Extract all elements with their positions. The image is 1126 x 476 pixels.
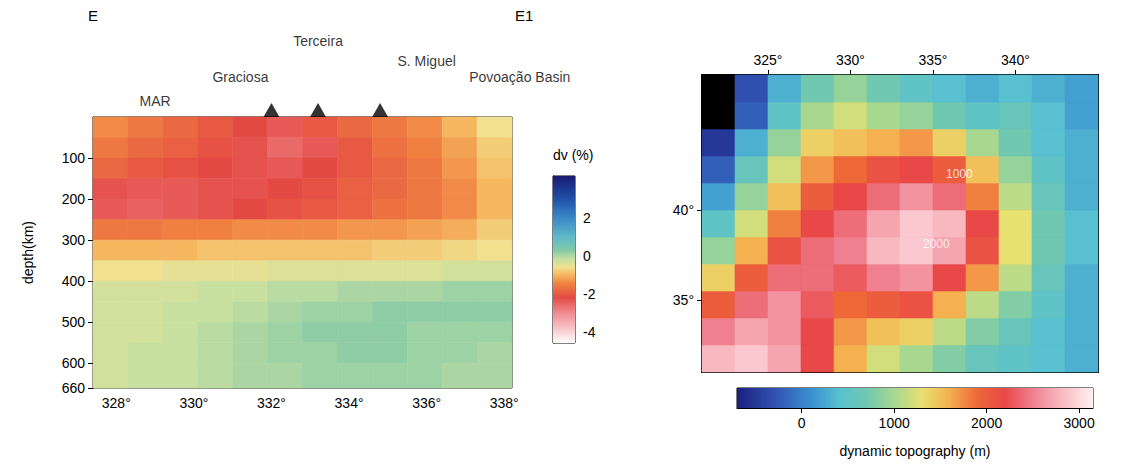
svg-text:334°: 334°: [335, 395, 364, 411]
svg-text:3000: 3000: [1064, 415, 1095, 431]
svg-text:1000: 1000: [879, 415, 910, 431]
svg-text:330°: 330°: [179, 395, 208, 411]
svg-text:330°: 330°: [836, 52, 865, 68]
svg-text:-4: -4: [583, 324, 596, 340]
svg-text:400: 400: [62, 273, 86, 289]
svg-text:300: 300: [62, 232, 86, 248]
svg-text:depth(km): depth(km): [20, 221, 36, 284]
svg-text:2000: 2000: [923, 237, 950, 251]
svg-text:200: 200: [62, 191, 86, 207]
svg-text:2000: 2000: [971, 415, 1002, 431]
svg-text:dv (%): dv (%): [553, 147, 593, 163]
svg-text:E1: E1: [515, 7, 533, 24]
svg-text:500: 500: [62, 314, 86, 330]
svg-text:325°: 325°: [754, 52, 783, 68]
svg-text:MAR: MAR: [140, 93, 171, 109]
svg-text:35°: 35°: [673, 292, 694, 308]
svg-text:100: 100: [62, 150, 86, 166]
svg-text:340°: 340°: [1001, 52, 1030, 68]
svg-text:Terceira: Terceira: [293, 33, 343, 49]
svg-text:328°: 328°: [102, 395, 131, 411]
svg-text:660: 660: [62, 380, 86, 396]
svg-text:2: 2: [583, 210, 591, 226]
svg-text:E: E: [88, 7, 98, 24]
svg-text:Graciosa: Graciosa: [212, 69, 268, 85]
svg-text:600: 600: [62, 355, 86, 371]
svg-text:S. Miguel: S. Miguel: [397, 53, 455, 69]
svg-text:332°: 332°: [257, 395, 286, 411]
svg-text:336°: 336°: [412, 395, 441, 411]
svg-text:338°: 338°: [490, 395, 519, 411]
svg-text:0: 0: [583, 248, 591, 264]
svg-text:1000: 1000: [946, 167, 973, 181]
svg-text:-2: -2: [583, 286, 596, 302]
svg-text:0: 0: [798, 415, 806, 431]
svg-text:Povoação Basin: Povoação Basin: [469, 69, 570, 85]
svg-text:335°: 335°: [919, 52, 948, 68]
svg-text:40°: 40°: [673, 202, 694, 218]
svg-text:dynamic topography (m): dynamic topography (m): [840, 443, 991, 459]
